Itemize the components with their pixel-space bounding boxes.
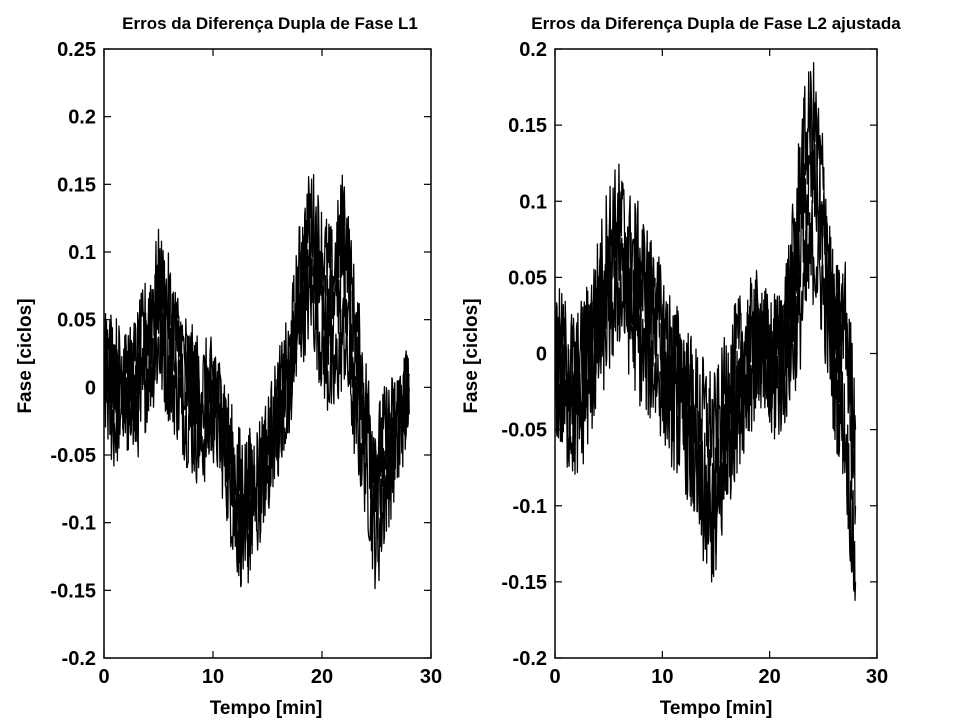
ylabel-right: Fase [ciclos] — [461, 298, 482, 413]
ytick-label-left: -0.2 — [62, 648, 96, 670]
series-line-right-3 — [555, 61, 857, 475]
ytick-label-right: -0.1 — [513, 496, 547, 518]
xtick-label-right: 10 — [651, 666, 673, 688]
chart-title-left: Erros da Diferença Dupla de Fase L1 — [122, 14, 418, 33]
series-group-left — [104, 173, 410, 590]
ytick-label-right: -0.2 — [513, 648, 547, 670]
ytick-label-left: 0.15 — [57, 174, 96, 196]
xtick-label-right: 20 — [759, 666, 781, 688]
subplot-right: Erros da Diferença Dupla de Fase L2 ajus… — [461, 14, 901, 719]
xtick-label-left: 10 — [202, 666, 224, 688]
ytick-label-right: 0.2 — [519, 39, 547, 61]
xtick-label-right: 0 — [549, 666, 560, 688]
chart-title-right: Erros da Diferença Dupla de Fase L2 ajus… — [531, 14, 901, 33]
ytick-label-left: 0.05 — [57, 310, 96, 332]
ytick-label-left: 0.1 — [68, 242, 96, 264]
ytick-label-right: 0.05 — [508, 267, 547, 289]
series-line-left-3 — [104, 173, 410, 531]
plot-area-left: -0.2 -0.15 -0.1 -0.05 0 0.05 0.1 0.15 0.2 0.25 0 10… — [50, 39, 442, 688]
ytick-label-left: -0.15 — [50, 580, 96, 602]
ytick-label-right: 0.15 — [508, 115, 547, 137]
series-line-right-2 — [555, 199, 857, 602]
ytick-label-left: -0.05 — [50, 445, 96, 467]
axes-frame-left — [103, 48, 432, 659]
subplot-left: Erros da Diferença Dupla de Fase L1 Fase… — [15, 14, 442, 719]
series-group-right — [555, 61, 857, 602]
ytick-label-left: 0.2 — [68, 107, 96, 129]
ytick-label-left: 0 — [85, 377, 96, 399]
ytick-label-right: 0 — [536, 344, 547, 366]
xtick-label-left: 0 — [98, 666, 109, 688]
ylabel-left: Fase [ciclos] — [15, 298, 36, 413]
xlabel-left: Tempo [min] — [210, 698, 323, 719]
ytick-label-left: -0.1 — [62, 513, 96, 535]
plot-area-right: -0.2 -0.15 -0.1 -0.05 0 0.05 0.1 0.15 0.2 0 10 20 30 — [501, 39, 888, 688]
xtick-label-left: 20 — [311, 666, 333, 688]
ytick-label-right: 0.1 — [519, 191, 547, 213]
xtick-label-right: 30 — [866, 666, 888, 688]
xlabel-right: Tempo [min] — [660, 698, 773, 719]
ytick-label-right: -0.15 — [501, 572, 547, 594]
xtick-label-left: 30 — [420, 666, 442, 688]
ytick-label-right: -0.05 — [501, 420, 547, 442]
ytick-label-left: 0.25 — [57, 39, 96, 61]
